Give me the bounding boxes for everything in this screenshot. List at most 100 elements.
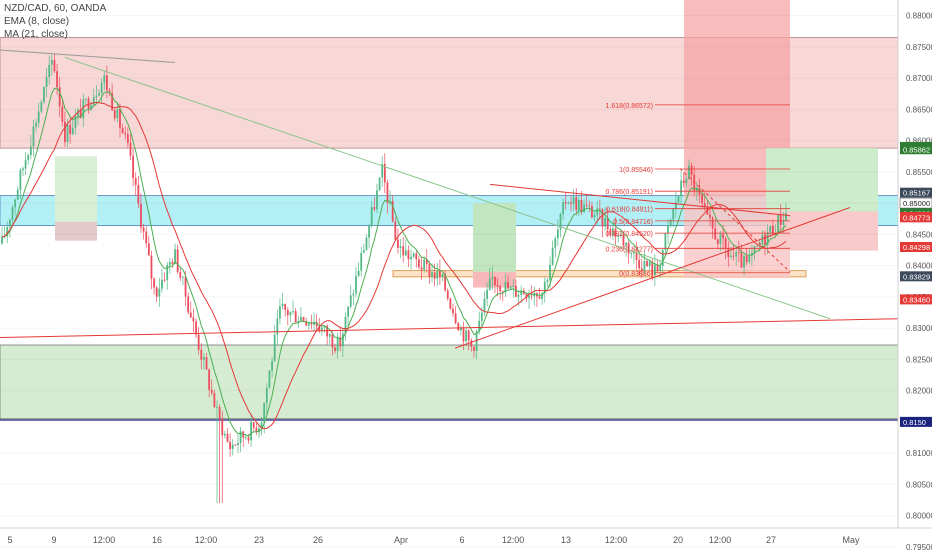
candle (45, 67, 48, 98)
candle-body (260, 422, 263, 429)
legend-symbol[interactable]: NZD/CAD, 60, OANDA (4, 3, 107, 14)
candle-body (402, 246, 405, 256)
candle-body (197, 334, 200, 350)
candle-body (436, 270, 439, 279)
candle (473, 345, 475, 358)
projection-dashed (679, 168, 791, 273)
candle-body (320, 327, 323, 332)
ma-line (1, 101, 787, 430)
candle-body (334, 347, 336, 351)
fib-label: 0(0.83886) (619, 271, 653, 278)
candle-body (577, 199, 580, 210)
candle-body (237, 443, 239, 445)
candle-body (494, 276, 496, 285)
candle (360, 246, 363, 277)
candle-body (271, 360, 273, 371)
candle-body (501, 291, 504, 293)
candle-body (205, 357, 208, 370)
candle-body (572, 197, 575, 204)
candle-body (239, 431, 242, 444)
candle (281, 292, 284, 310)
candle (677, 195, 680, 203)
candle-body (412, 253, 415, 257)
candle-body (37, 111, 40, 124)
candle (627, 240, 630, 264)
candle (701, 192, 703, 209)
candle-body (397, 239, 399, 248)
candle-body (116, 109, 119, 119)
candle (714, 218, 717, 240)
candle-body (373, 207, 376, 210)
chart-legend: NZD/CAD, 60, OANDA EMA (8, close) MA (21… (4, 2, 106, 41)
candle-body (732, 255, 735, 257)
candle-body (727, 248, 730, 258)
zone-orange-band (392, 270, 807, 278)
candle (674, 192, 677, 218)
candle-body (163, 279, 166, 281)
candle-body (161, 279, 163, 289)
candle (764, 230, 766, 256)
candle (158, 277, 161, 307)
candle (231, 439, 234, 456)
candle (237, 433, 239, 453)
candle-body (307, 323, 310, 326)
candle (223, 430, 226, 439)
candle (538, 287, 541, 300)
candle-body (176, 249, 179, 272)
candle-body (473, 346, 475, 351)
candle (638, 252, 641, 276)
candle-body (27, 155, 30, 161)
candle (614, 217, 617, 245)
candle-body (766, 232, 769, 245)
candle-body (753, 246, 756, 253)
candle (208, 368, 211, 398)
candle (570, 195, 572, 212)
candle (197, 326, 200, 355)
candle-body (779, 214, 782, 225)
candle (667, 219, 669, 244)
candle-body (223, 433, 226, 436)
candle-body (415, 253, 418, 260)
candle-body (355, 275, 357, 294)
candle-body (596, 208, 599, 215)
x-tick-label: 27 (766, 535, 776, 545)
candle-body (347, 306, 350, 317)
candle (457, 321, 460, 331)
candle (300, 307, 302, 322)
candle-body (142, 227, 145, 232)
candle-body (627, 242, 630, 254)
candle (276, 309, 279, 346)
candle-body (105, 75, 108, 91)
candle (496, 278, 499, 297)
candle-body (258, 428, 260, 433)
candle-body (268, 370, 271, 388)
candle-body (229, 441, 232, 450)
candle-body (310, 323, 313, 325)
candle (250, 413, 252, 447)
candle (685, 176, 688, 188)
candle (404, 239, 407, 257)
candle-body (336, 337, 339, 351)
candle-body (509, 286, 512, 289)
candle (35, 118, 37, 132)
candle (132, 148, 135, 187)
candle (313, 312, 315, 332)
candle-body (85, 98, 87, 100)
candle (564, 192, 567, 210)
legend-ma[interactable]: MA (21, close) (4, 29, 68, 40)
candle-body (179, 271, 182, 278)
candle (168, 258, 171, 274)
candle (494, 276, 496, 294)
candle-body (208, 369, 211, 390)
candle-body (674, 202, 677, 209)
candle-body (543, 281, 546, 293)
candle-body (423, 259, 426, 270)
legend-ema[interactable]: EMA (8, close) (4, 16, 70, 27)
candle-body (56, 71, 58, 88)
